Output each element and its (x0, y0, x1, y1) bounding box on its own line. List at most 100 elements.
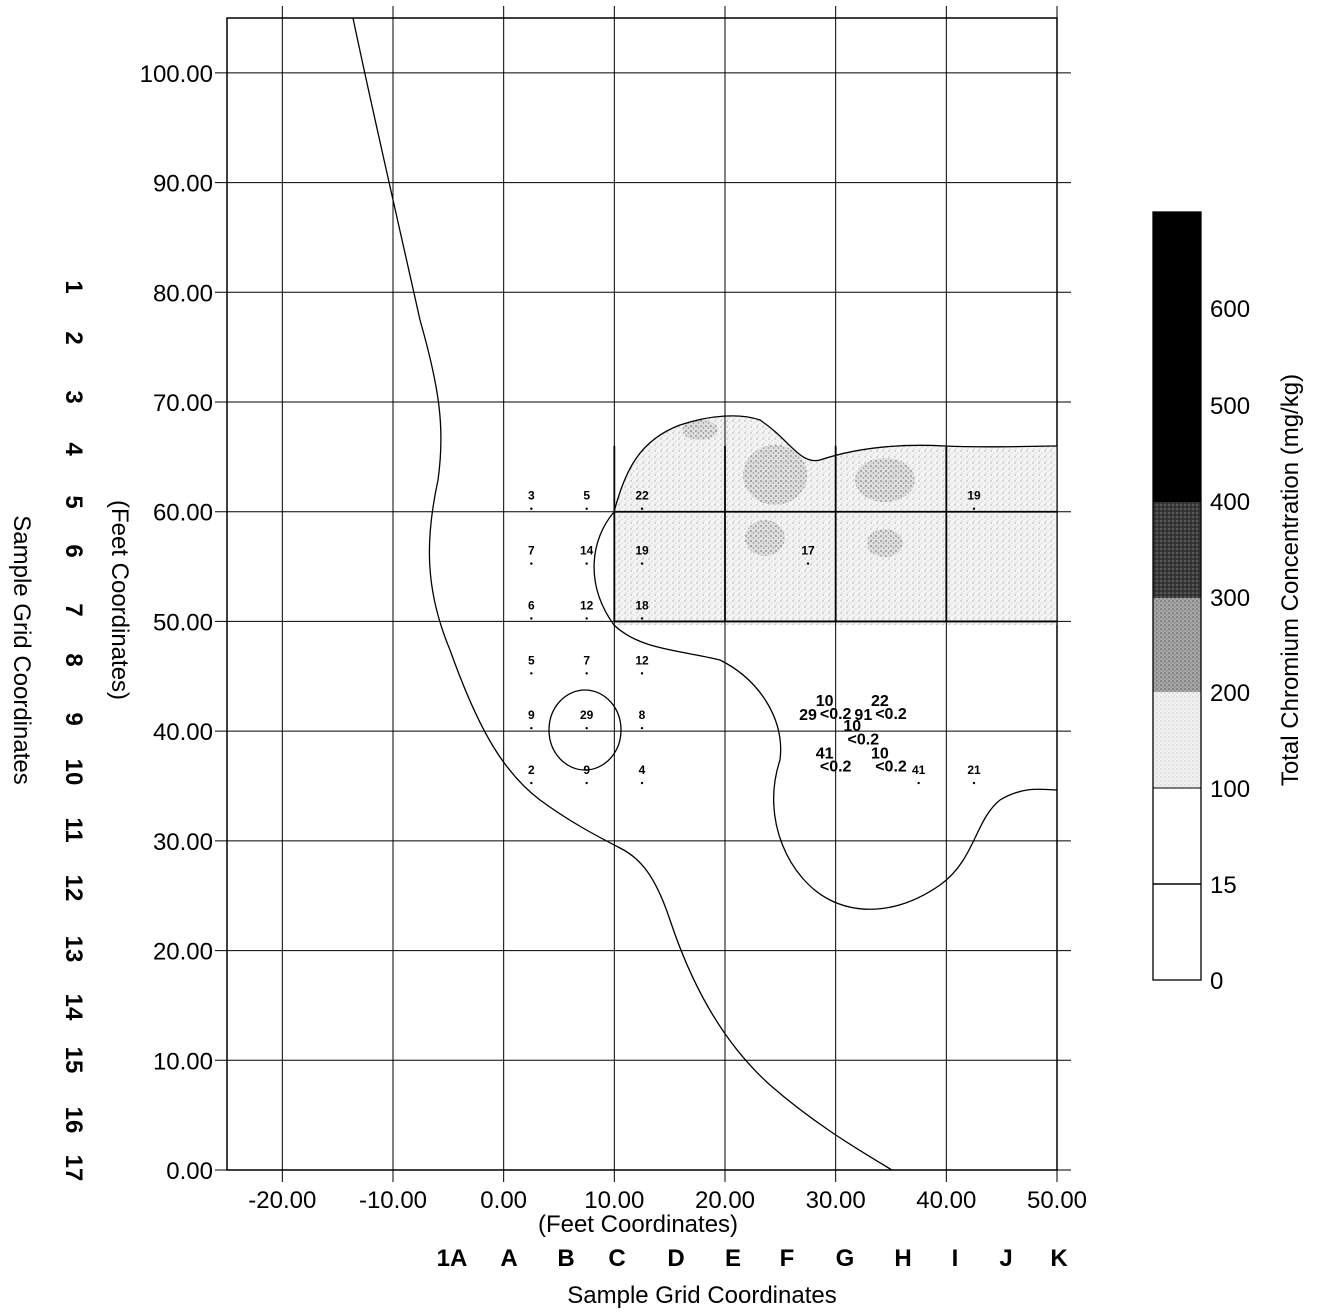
sample-point (530, 781, 533, 785)
y-sample-grid-number: 4 (60, 442, 87, 456)
x-sample-grid-letter: B (557, 1245, 574, 1272)
x-tick-label: 0.00 (480, 1187, 527, 1214)
y-tick-label: 100.00 (140, 61, 213, 88)
y-sample-grid-number: 12 (60, 875, 87, 902)
legend-band-15-100 (1153, 788, 1201, 884)
y-tick-label: 60.00 (153, 500, 213, 527)
sample-value: 9 (583, 763, 590, 777)
sample-value: 9 (528, 708, 535, 722)
cluster-value: 29 (799, 707, 817, 724)
x-sample-grid-letter: J (999, 1245, 1012, 1272)
sample-point (530, 562, 533, 565)
sample-value: 7 (528, 544, 535, 558)
y-tick-label: 10.00 (153, 1048, 213, 1075)
x-sample-grid-letter: K (1050, 1245, 1068, 1272)
y-axis-title: (Feet Coordinates) (106, 500, 133, 700)
legend-tick-label: 200 (1210, 680, 1250, 707)
legend-tick-label: 0 (1210, 968, 1223, 995)
sample-point (640, 672, 644, 675)
sample-value: 21 (967, 763, 981, 777)
x-sample-grid-letters: 1A A B C D E F G H I J K (437, 1245, 1069, 1272)
y-sample-grid-number: 14 (60, 994, 87, 1021)
y-sample-grid-number: 7 (60, 603, 87, 616)
sample-value: 19 (967, 489, 981, 503)
sample-point (640, 562, 644, 565)
x-tick-label: 20.00 (695, 1187, 755, 1214)
sample-point (530, 672, 533, 675)
sample-point (640, 726, 644, 730)
y-sample-grid-number: 1 (60, 280, 87, 293)
sample-value: 8 (639, 708, 646, 722)
legend-band-0-15 (1153, 884, 1201, 980)
cluster-value: 10 (871, 746, 889, 763)
cluster-value: <0.2 (820, 759, 852, 776)
y-sample-grid-number: 8 (60, 653, 87, 666)
sample-value: 17 (801, 544, 815, 558)
cluster-value: 10 (816, 693, 834, 710)
sample-value: 14 (580, 544, 594, 558)
x-sample-grid-letter: A (500, 1245, 517, 1272)
contour-15-mgkg (613, 415, 1058, 513)
sample-value: 4 (639, 763, 646, 777)
x-sample-grid-letter: C (608, 1245, 625, 1272)
y-sample-grid-title: Sample Grid Coordinates (8, 515, 35, 784)
y-sample-grid-number: 5 (60, 495, 87, 508)
legend-band-400-700 (1153, 212, 1201, 502)
sample-point (585, 781, 588, 785)
cluster-value: 41 (816, 746, 834, 763)
y-tick-label: 90.00 (153, 171, 213, 198)
legend-band-300-400 (1153, 502, 1201, 598)
sample-point (640, 617, 644, 620)
sample-value: 22 (635, 489, 649, 503)
x-tick-labels: -20.00 -10.00 0.00 10.00 20.00 30.00 40.00 50.0… (248, 1187, 1087, 1214)
y-tick-label: 0.00 (166, 1158, 213, 1185)
sample-point (530, 507, 533, 510)
x-tick-label: -20.00 (248, 1187, 316, 1214)
cluster-value: <0.2 (875, 759, 907, 776)
cluster-value: 10 (843, 718, 861, 735)
y-tick-label: 80.00 (153, 280, 213, 307)
legend-tick-label: 300 (1210, 585, 1250, 612)
sample-point (640, 781, 644, 785)
x-sample-grid-letter: E (725, 1245, 741, 1272)
sample-value: 41 (912, 763, 926, 777)
y-sample-grid-number: 6 (60, 544, 87, 557)
y-sample-grid-number: 9 (60, 712, 87, 725)
cluster-value: <0.2 (875, 706, 907, 723)
sample-value: 12 (580, 598, 594, 612)
legend-tick-label: 500 (1210, 393, 1250, 420)
x-sample-grid-letter: I (952, 1245, 959, 1272)
sample-value: 6 (528, 598, 535, 612)
sample-point (806, 562, 810, 565)
sample-value: 7 (583, 653, 590, 667)
sample-value: 18 (635, 598, 649, 612)
x-sample-grid-letter: 1A (437, 1245, 468, 1272)
concentration-legend: 600 500 400 300 200 100 15 0 Total Chromium Con… (1152, 211, 1304, 995)
sample-value: 2 (528, 763, 535, 777)
sample-point (972, 507, 976, 510)
cluster-value: 91 (854, 707, 872, 724)
sample-value: 29 (580, 708, 594, 722)
y-tick-labels: 0.00 10.00 20.00 30.00 40.00 50.00 60.00 70.00 8… (140, 61, 213, 1185)
sample-point (585, 562, 588, 565)
contour-15-mgkg-lower (593, 511, 1058, 910)
y-tick-label: 40.00 (153, 719, 213, 746)
legend-frame (1152, 211, 1202, 981)
y-sample-grid-number: 15 (60, 1047, 87, 1074)
legend-tick-label: 100 (1210, 776, 1250, 803)
cluster-value: <0.2 (848, 731, 880, 748)
legend-tick-label: 600 (1210, 296, 1250, 323)
y-tick-label: 30.00 (153, 829, 213, 856)
sample-point (585, 617, 588, 620)
legend-title: Total Chromium Concentration (mg/kg) (1277, 374, 1304, 786)
sample-value: 12 (635, 653, 649, 667)
legend-band-200-300 (1153, 598, 1201, 692)
y-tick-label: 20.00 (153, 939, 213, 966)
legend-tick-labels: 600 500 400 300 200 100 15 0 (1210, 296, 1250, 995)
site-boundary-contour-left (352, 17, 893, 1171)
y-sample-grid-number: 10 (60, 759, 87, 786)
sample-point (640, 507, 644, 510)
sample-value: 5 (528, 653, 535, 667)
